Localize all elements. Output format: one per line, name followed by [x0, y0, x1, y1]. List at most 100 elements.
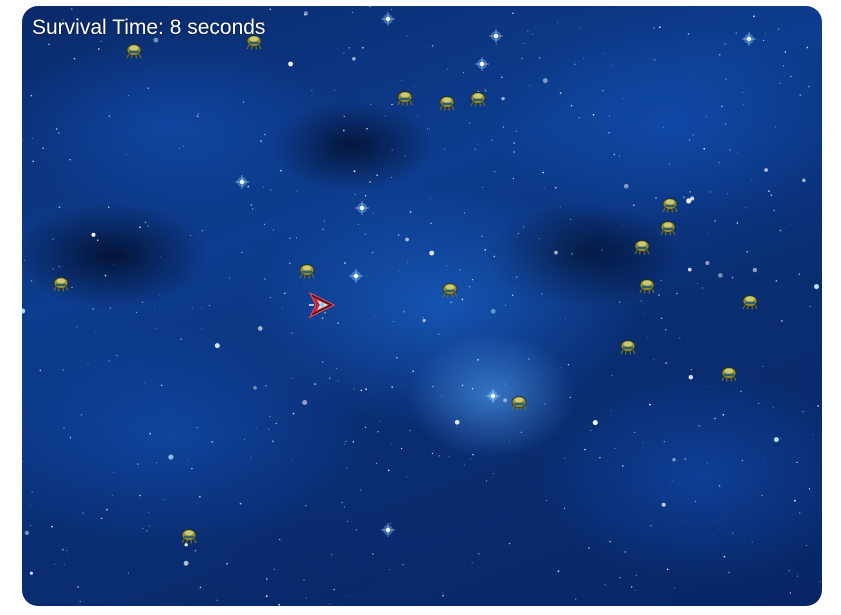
- star: [775, 280, 778, 282]
- star: [812, 433, 814, 435]
- star: [726, 193, 728, 195]
- star: [389, 569, 391, 571]
- star: [148, 512, 150, 513]
- star: [688, 139, 691, 141]
- star: [504, 383, 507, 385]
- star: [438, 455, 440, 457]
- star: [348, 596, 350, 597]
- star: [305, 597, 307, 599]
- star: [311, 90, 313, 92]
- alien-icon: [298, 263, 316, 279]
- star: [496, 43, 498, 45]
- star: [347, 520, 349, 522]
- star: [501, 96, 505, 101]
- star: [242, 101, 245, 103]
- star: [401, 80, 403, 82]
- star: [751, 180, 753, 181]
- star: [731, 532, 734, 534]
- star: [660, 280, 662, 282]
- star: [542, 78, 548, 84]
- star: [503, 398, 508, 403]
- star: [762, 365, 764, 367]
- star: [52, 268, 54, 270]
- star: [22, 308, 26, 314]
- star: [196, 115, 199, 117]
- star: [633, 431, 636, 434]
- star: [190, 31, 193, 33]
- star: [613, 153, 615, 156]
- star: [256, 427, 257, 428]
- star: [97, 48, 100, 50]
- star: [344, 443, 346, 445]
- star: [265, 385, 267, 387]
- star: [805, 544, 807, 546]
- star: [87, 363, 89, 365]
- star: [608, 132, 610, 134]
- star: [100, 40, 102, 42]
- star: [705, 260, 710, 266]
- star: [391, 386, 394, 388]
- star: [54, 564, 55, 565]
- star: [365, 274, 367, 276]
- star: [706, 462, 708, 464]
- star: [817, 405, 819, 407]
- star: [239, 502, 242, 505]
- star: [66, 550, 68, 552]
- star: [91, 232, 96, 237]
- star: [773, 437, 779, 443]
- star: [736, 222, 739, 224]
- alien-icon: [633, 239, 651, 255]
- star: [163, 499, 165, 501]
- star: [351, 11, 354, 14]
- star: [374, 316, 376, 318]
- star: [512, 12, 514, 14]
- star: [136, 311, 138, 313]
- star: [289, 262, 291, 264]
- star: [199, 495, 201, 498]
- alien-icon: [510, 395, 528, 411]
- star: [62, 369, 64, 371]
- star: [808, 85, 810, 88]
- star: [571, 253, 573, 255]
- star: [602, 89, 604, 92]
- star: [493, 255, 496, 258]
- star: [104, 274, 107, 277]
- star: [473, 510, 475, 511]
- star: [55, 128, 58, 130]
- star: [390, 176, 392, 178]
- star: [139, 494, 141, 497]
- star: [690, 196, 695, 201]
- spaceship-icon[interactable]: [308, 290, 336, 320]
- star: [521, 57, 523, 60]
- star: [31, 491, 33, 493]
- star: [621, 224, 623, 226]
- star: [71, 286, 73, 289]
- star: [569, 396, 572, 399]
- star: [584, 448, 586, 451]
- star: [642, 441, 644, 443]
- star: [364, 233, 366, 235]
- star: [575, 598, 577, 600]
- star: [601, 249, 603, 251]
- star: [403, 310, 405, 313]
- star: [528, 358, 530, 360]
- star: [201, 307, 202, 309]
- star: [371, 252, 374, 254]
- star: [459, 269, 461, 271]
- star: [746, 250, 748, 253]
- star: [724, 123, 727, 125]
- star: [542, 171, 544, 174]
- star: [343, 115, 345, 118]
- star: [281, 307, 283, 309]
- star: [772, 406, 774, 408]
- alien-icon: [638, 278, 656, 294]
- star: [653, 358, 655, 360]
- star: [149, 432, 151, 435]
- star: [296, 237, 297, 239]
- star: [790, 75, 792, 78]
- star: [272, 440, 274, 442]
- game-canvas[interactable]: Survival Time: 8 seconds: [22, 6, 822, 606]
- star: [764, 459, 766, 460]
- star: [743, 103, 744, 105]
- star: [546, 500, 547, 502]
